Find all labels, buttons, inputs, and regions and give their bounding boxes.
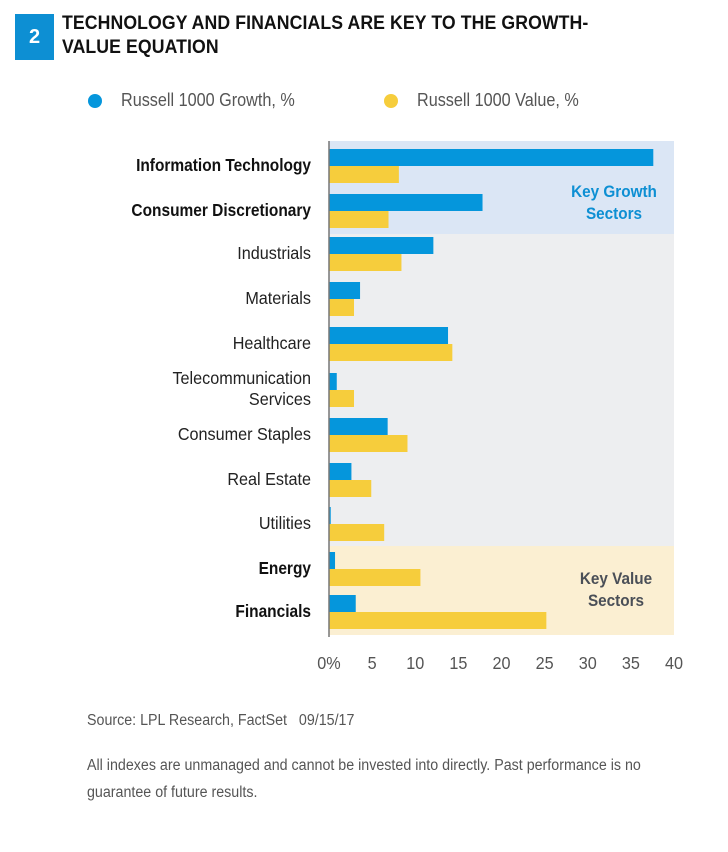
category-label: Real Estate [227, 469, 311, 489]
annotation-key-value-line: Key Value [580, 569, 652, 588]
bar-growth-materials [329, 282, 361, 299]
category-label: Materials [245, 288, 311, 308]
bar-growth-real-estate [329, 463, 352, 480]
bar-value-healthcare [329, 344, 453, 361]
bar-growth-utilities [329, 507, 331, 524]
chart-title: TECHNOLOGY AND FINANCIALS ARE KEY TO THE… [62, 13, 589, 58]
bar-growth-healthcare [329, 327, 449, 344]
figure-number-badge: 2 [15, 14, 54, 60]
bar-value-financials [329, 612, 547, 629]
category-label: Services [249, 389, 311, 409]
bar-value-utilities [329, 524, 385, 541]
legend-swatch-growth [88, 93, 102, 108]
annotation-key-growth-line: Key Growth [571, 182, 657, 201]
category-label: Utilities [259, 513, 311, 533]
bar-value-consumer-staples [329, 435, 408, 452]
x-tick-label: 15 [449, 653, 467, 673]
annotation-key-value-line: Sectors [588, 591, 644, 610]
x-tick-label: 5 [368, 653, 377, 673]
bar-growth-financials [329, 595, 356, 612]
category-label: Industrials [237, 243, 311, 263]
disclaimer-note: All indexes are unmanaged and cannot be … [87, 757, 641, 801]
annotation-key-growth-line: Sectors [586, 204, 642, 223]
legend: Russell 1000 Growth, % Russell 1000 Valu… [0, 90, 728, 126]
legend-item-growth: Russell 1000 Growth, % [88, 90, 314, 111]
x-tick-label: 30 [579, 653, 597, 673]
bar-growth-energy [329, 552, 336, 569]
x-tick-label: 25 [536, 653, 554, 673]
category-label: Consumer Staples [178, 424, 311, 444]
category-label: Telecommunication [172, 368, 311, 388]
category-label: Consumer Discretionary [131, 200, 311, 220]
legend-swatch-value [384, 93, 398, 108]
bar-growth-industrials [329, 237, 434, 254]
bar-value-energy [329, 569, 421, 586]
bar-chart: Key Growth Sectors Key Value Sectors Informa… [131, 141, 683, 673]
bar-value-information-technology [329, 166, 399, 183]
bar-value-materials [329, 299, 355, 316]
bar-growth-information-technology [329, 149, 654, 166]
x-tick-label: 40 [665, 653, 683, 673]
x-tick-label: 35 [622, 653, 640, 673]
x-tick-label: 0% [317, 653, 340, 673]
x-tick-label: 10 [406, 653, 424, 673]
legend-label-value: Russell 1000 Value, % [417, 90, 579, 110]
bar-growth-telecommunication-services [329, 373, 337, 390]
bar-value-industrials [329, 254, 402, 271]
category-label: Financials [235, 601, 311, 621]
category-label: Energy [259, 558, 312, 578]
x-tick-label: 20 [492, 653, 510, 673]
legend-item-value: Russell 1000 Value, % [384, 90, 597, 111]
bar-value-consumer-discretionary [329, 211, 389, 228]
bar-value-telecommunication-services [329, 390, 355, 407]
source-note: Source: LPL Research, FactSet 09/15/17 [87, 712, 355, 729]
bar-growth-consumer-staples [329, 418, 388, 435]
bar-growth-consumer-discretionary [329, 194, 483, 211]
category-label: Information Technology [136, 155, 312, 175]
legend-label-growth: Russell 1000 Growth, % [121, 90, 295, 110]
category-label: Healthcare [233, 333, 311, 353]
bar-value-real-estate [329, 480, 372, 497]
